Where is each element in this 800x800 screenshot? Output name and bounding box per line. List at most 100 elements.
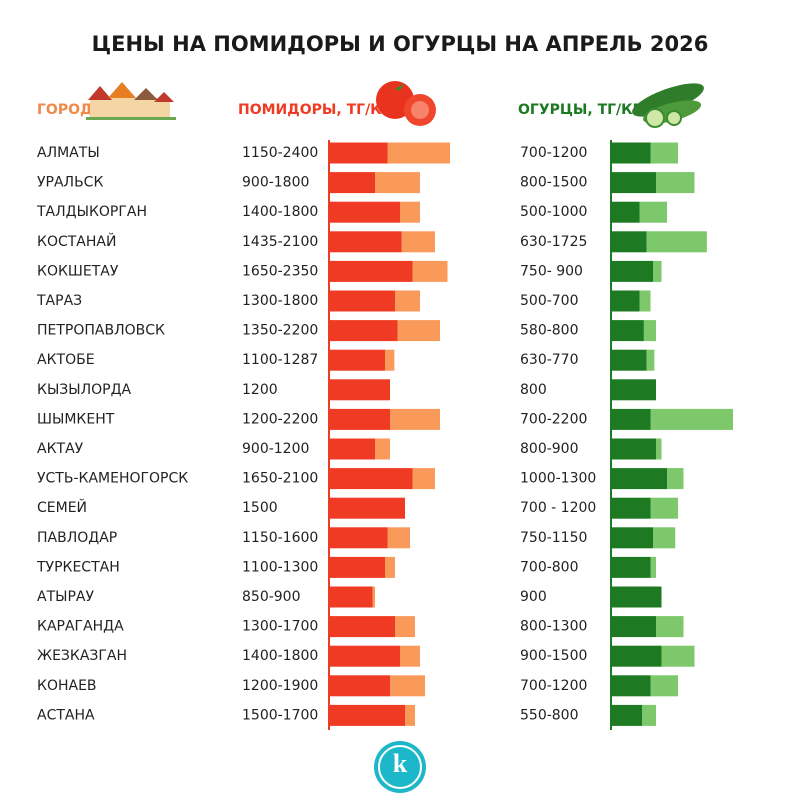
logo-ring (378, 745, 422, 789)
tomato-range-bar (395, 290, 420, 312)
cucumber-min-bar (612, 408, 651, 430)
cucumber-price: 630-1725 (520, 234, 587, 250)
cucumber-icon (632, 83, 704, 128)
cucumber-range-bar (642, 704, 656, 726)
city-name: ТАЛДЫКОРГАН (36, 204, 147, 220)
tomato-range-bar (390, 675, 425, 697)
tomato-min-bar (330, 349, 385, 371)
tomato-min-bar (330, 231, 402, 253)
cucumber-min-bar (612, 645, 662, 667)
cucumber-min-bar (612, 379, 656, 401)
tomato-min-bar (330, 586, 373, 608)
cucumber-price: 800-1500 (520, 175, 587, 191)
tomato-min-bar (330, 172, 375, 194)
cucumber-range-bar (667, 468, 684, 490)
cucumber-range-bar (656, 172, 695, 194)
city-name: ТУРКЕСТАН (36, 559, 120, 575)
cucumber-range-bar (650, 408, 733, 430)
tomato-price: 900-1800 (242, 175, 309, 191)
tomato-min-bar (330, 201, 400, 223)
cucumber-price: 630-770 (520, 352, 579, 368)
city-name: КОСТАНАЙ (37, 232, 116, 250)
city-name: АЛМАТЫ (37, 145, 100, 161)
tomato-price: 850-900 (242, 589, 301, 605)
cucumber-price: 500-1000 (520, 204, 587, 220)
tomato-range-bar (375, 172, 420, 194)
tomato-range-bar (397, 320, 440, 342)
logo: k (393, 749, 408, 778)
city-name: УРАЛЬСК (37, 175, 103, 191)
cucumber-price: 700 - 1200 (520, 500, 596, 516)
city-name: КЫЗЫЛОРДА (37, 382, 132, 398)
tomato-price: 1150-2400 (242, 145, 318, 161)
tomato-min-bar (330, 438, 375, 460)
tomato-range-bar (395, 616, 415, 638)
tomato-range-bar (400, 645, 420, 667)
cucumber-min-bar (612, 320, 644, 342)
tomato-min-bar (330, 260, 413, 282)
tomato-range-bar (405, 704, 415, 726)
cucumber-min-bar (612, 231, 647, 253)
cucumber-range-bar (646, 349, 655, 371)
cucumber-range-bar (653, 527, 676, 549)
cucumber-min-bar (612, 201, 640, 223)
logo-badge (374, 741, 426, 793)
cucumber-price: 700-1200 (520, 145, 587, 161)
cucumber-min-bar (612, 468, 667, 490)
cucumber-price: 700-800 (520, 559, 579, 575)
tomato-price: 1100-1287 (242, 352, 318, 368)
cucumber-range-bar (650, 142, 678, 164)
cucumber-range-bar (646, 231, 707, 253)
tomato-price: 1650-2100 (242, 471, 318, 487)
tomato-price: 1500 (242, 500, 278, 516)
tomato-range-bar (372, 586, 375, 608)
tomato-min-bar (330, 616, 395, 638)
cucumber-range-bar (639, 290, 651, 312)
city-name: ПЕТРОПАВЛОВСК (37, 323, 165, 339)
city-name: АТЫРАУ (37, 589, 95, 605)
city-header: ГОРОД (37, 102, 92, 118)
cucumber-range-bar (650, 497, 678, 519)
city-name: СЕМЕЙ (37, 498, 87, 516)
cucumber-price: 900 (520, 589, 547, 605)
cucumber-min-bar (612, 527, 654, 549)
tomato-min-bar (330, 290, 395, 312)
tomato-range-bar (412, 260, 448, 282)
cucumber-min-bar (612, 142, 651, 164)
city-name: ПАВЛОДАР (37, 530, 117, 546)
tomato-min-bar (330, 675, 390, 697)
cucumber-price: 800-900 (520, 441, 579, 457)
cucumber-range-bar (661, 645, 695, 667)
cucumber-min-bar (612, 586, 662, 608)
city-name: КОКШЕТАУ (37, 263, 119, 279)
tomato-range-bar (387, 527, 410, 549)
tomato-min-bar (330, 320, 398, 342)
tomato-min-bar (330, 497, 405, 519)
tomato-price: 900-1200 (242, 441, 309, 457)
city-name: ТАРАЗ (36, 293, 82, 309)
cucumber-price: 900-1500 (520, 648, 587, 664)
tomato-range-bar (412, 468, 435, 490)
tomato-range-bar (375, 438, 390, 460)
tomato-min-bar (330, 527, 388, 549)
tomato-min-bar (330, 645, 400, 667)
cucumber-min-bar (612, 260, 654, 282)
tomato-range-bar (385, 556, 395, 578)
cucumber-min-bar (612, 172, 656, 194)
cucumber-price: 500-700 (520, 293, 579, 309)
cucumber-min-bar (612, 438, 656, 460)
tomato-price: 1400-1800 (242, 648, 318, 664)
tomato-price: 1200-1900 (242, 678, 318, 694)
tomato-min-bar (330, 704, 405, 726)
cucumber-price: 700-2200 (520, 411, 587, 427)
tomato-price: 1300-1800 (242, 293, 318, 309)
cucumber-min-bar (612, 704, 643, 726)
tomato-min-bar (330, 556, 385, 578)
tomato-price: 1650-2350 (242, 263, 318, 279)
cucumber-price: 550-800 (520, 707, 579, 723)
cucumber-range-bar (643, 320, 656, 342)
cucumber-price: 580-800 (520, 323, 579, 339)
cucumber-price: 700-1200 (520, 678, 587, 694)
tomato-icon (376, 81, 436, 126)
